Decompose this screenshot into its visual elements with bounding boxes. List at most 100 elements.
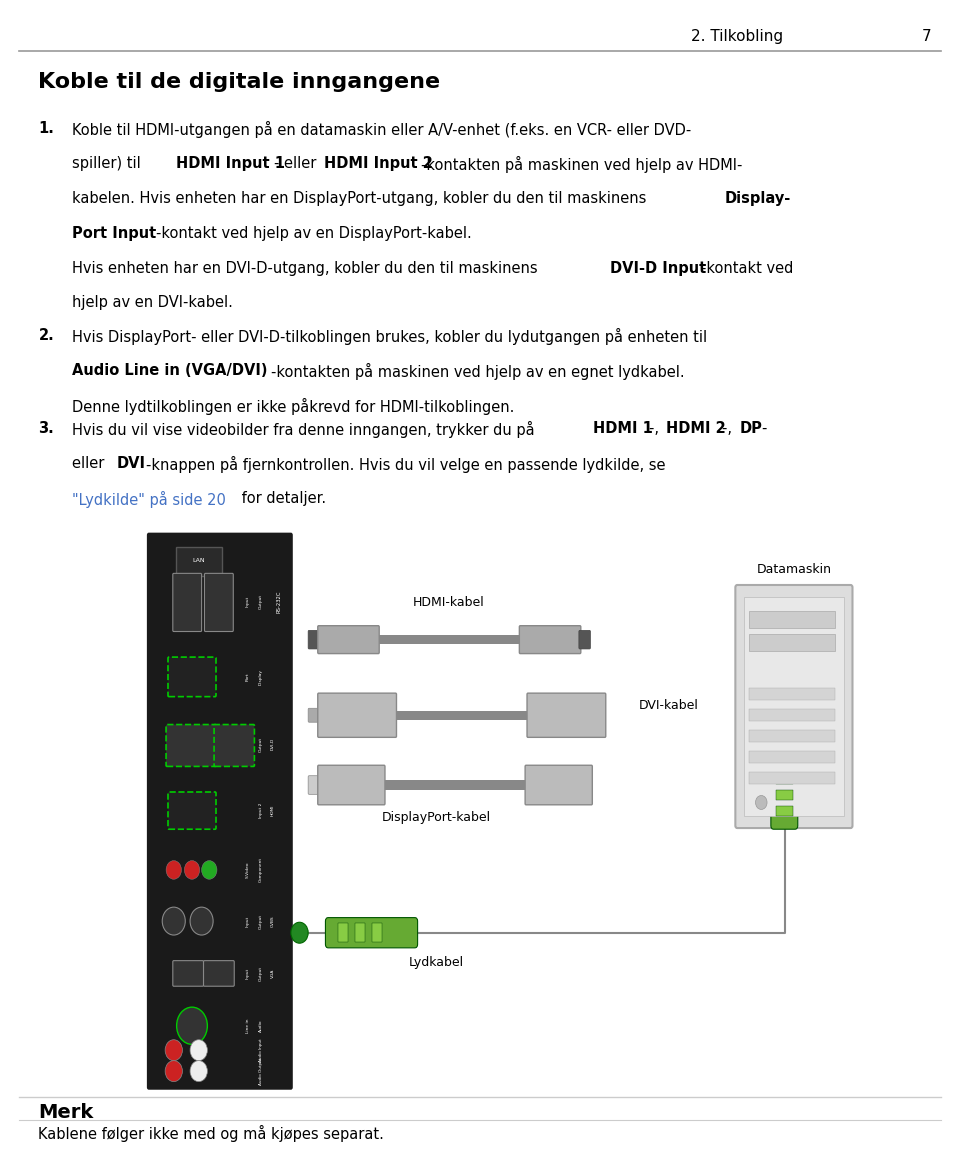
Text: 2.: 2. [38, 328, 54, 343]
Text: Output: Output [259, 965, 263, 982]
Circle shape [190, 1061, 207, 1082]
Bar [749, 688, 835, 700]
Bar [776, 790, 793, 800]
Text: Hvis enheten har en DVI-D-utgang, kobler du den til maskinens: Hvis enheten har en DVI-D-utgang, kobler… [72, 261, 542, 276]
Text: Input: Input [246, 595, 250, 607]
FancyBboxPatch shape [166, 725, 216, 766]
FancyBboxPatch shape [308, 708, 320, 722]
FancyBboxPatch shape [204, 573, 233, 632]
Text: RS-232C: RS-232C [276, 590, 282, 613]
Text: HDMI Input 2: HDMI Input 2 [324, 156, 432, 171]
Circle shape [190, 1040, 207, 1061]
Text: DVI-D: DVI-D [271, 739, 275, 750]
FancyBboxPatch shape [214, 725, 254, 766]
Text: HDMI-kabel: HDMI-kabel [413, 597, 484, 609]
FancyBboxPatch shape [204, 961, 234, 986]
Text: Display: Display [259, 669, 263, 685]
FancyBboxPatch shape [525, 765, 592, 805]
Text: Merk: Merk [38, 1103, 94, 1121]
Circle shape [162, 907, 185, 935]
Text: HDMI 2: HDMI 2 [666, 421, 726, 436]
Text: -knappen på fjernkontrollen. Hvis du vil velge en passende lydkilde, se: -knappen på fjernkontrollen. Hvis du vil… [146, 456, 665, 473]
Bar [776, 806, 793, 816]
Bar [355, 923, 365, 942]
Text: kabelen. Hvis enheten har en DisplayPort-utgang, kobler du den til maskinens: kabelen. Hvis enheten har en DisplayPort… [72, 191, 651, 206]
Circle shape [165, 1040, 182, 1061]
Bar [749, 730, 835, 742]
FancyBboxPatch shape [519, 626, 581, 654]
Circle shape [202, 861, 217, 879]
Text: DVI: DVI [117, 456, 146, 471]
Text: Kablene følger ikke med og må kjøpes separat.: Kablene følger ikke med og må kjøpes sep… [38, 1125, 384, 1142]
Text: Audio Output: Audio Output [259, 1057, 263, 1085]
Bar [749, 751, 835, 763]
Text: DVI-D Input: DVI-D Input [610, 261, 706, 276]
FancyBboxPatch shape [325, 918, 418, 948]
Text: DP: DP [739, 421, 762, 436]
Text: Component: Component [259, 857, 263, 883]
Text: -kontakten på maskinen ved hjelp av HDMI-: -kontakten på maskinen ved hjelp av HDMI… [421, 156, 743, 173]
Bar [396, 711, 528, 720]
FancyBboxPatch shape [173, 573, 202, 632]
Bar [372, 923, 382, 942]
Text: Datamaskin: Datamaskin [756, 563, 831, 576]
Text: CVBS: CVBS [271, 915, 275, 927]
FancyBboxPatch shape [318, 765, 385, 805]
Text: -kontakt ved hjelp av en DisplayPort-kabel.: -kontakt ved hjelp av en DisplayPort-kab… [156, 226, 472, 241]
Text: -,: -, [722, 421, 736, 436]
Bar [749, 709, 835, 721]
Text: DVI-kabel: DVI-kabel [638, 699, 698, 713]
FancyBboxPatch shape [308, 776, 320, 794]
Text: LAN: LAN [192, 558, 205, 563]
Bar [384, 780, 526, 790]
Text: 2. Tilkobling: 2. Tilkobling [691, 29, 783, 44]
Bar [749, 634, 835, 651]
Bar [378, 635, 520, 644]
Text: eller: eller [72, 456, 109, 471]
Circle shape [756, 795, 767, 809]
Text: Port: Port [246, 672, 250, 682]
Circle shape [190, 907, 213, 935]
Text: for detaljer.: for detaljer. [237, 491, 326, 506]
Text: Line in: Line in [246, 1019, 250, 1033]
Circle shape [184, 861, 200, 879]
Text: Output: Output [259, 736, 263, 752]
Text: Output: Output [259, 913, 263, 929]
Text: Koble til HDMI-utgangen på en datamaskin eller A/V-enhet (f.eks. en VCR- eller D: Koble til HDMI-utgangen på en datamaskin… [72, 121, 691, 138]
Text: "Lydkilde" på side 20: "Lydkilde" på side 20 [72, 491, 226, 508]
Text: 7: 7 [922, 29, 931, 44]
Text: Denne lydtilkoblingen er ikke påkrevd for HDMI-tilkoblingen.: Denne lydtilkoblingen er ikke påkrevd fo… [72, 398, 515, 415]
Text: - eller: - eller [274, 156, 321, 171]
Text: HDMI: HDMI [271, 805, 275, 816]
Circle shape [165, 1061, 182, 1082]
FancyBboxPatch shape [168, 657, 216, 697]
Text: spiller) til: spiller) til [72, 156, 145, 171]
FancyBboxPatch shape [527, 693, 606, 737]
Text: -kontakten på maskinen ved hjelp av en egnet lydkabel.: -kontakten på maskinen ved hjelp av en e… [271, 363, 684, 380]
FancyBboxPatch shape [579, 630, 590, 649]
Text: HDMI Input 1: HDMI Input 1 [176, 156, 285, 171]
Text: -kontakt ved: -kontakt ved [701, 261, 793, 276]
FancyBboxPatch shape [318, 626, 379, 654]
Text: Input: Input [246, 915, 250, 927]
Text: Audio: Audio [259, 1020, 263, 1032]
FancyBboxPatch shape [318, 693, 396, 737]
Text: 3.: 3. [38, 421, 54, 436]
Text: HDMI 1: HDMI 1 [593, 421, 653, 436]
Circle shape [291, 922, 308, 943]
FancyBboxPatch shape [771, 747, 798, 829]
Text: Input: Input [246, 968, 250, 979]
Text: Output: Output [259, 593, 263, 609]
Text: Lydkabel: Lydkabel [409, 956, 465, 969]
Bar [749, 772, 835, 784]
Bar [749, 611, 835, 628]
Text: Koble til de digitale inngangene: Koble til de digitale inngangene [38, 72, 441, 92]
Text: Port Input: Port Input [72, 226, 156, 241]
FancyBboxPatch shape [168, 792, 216, 829]
Text: Input 2: Input 2 [259, 802, 263, 819]
FancyBboxPatch shape [147, 533, 293, 1090]
FancyBboxPatch shape [308, 630, 320, 649]
FancyBboxPatch shape [173, 961, 204, 986]
Circle shape [177, 1007, 207, 1044]
Bar [338, 923, 348, 942]
